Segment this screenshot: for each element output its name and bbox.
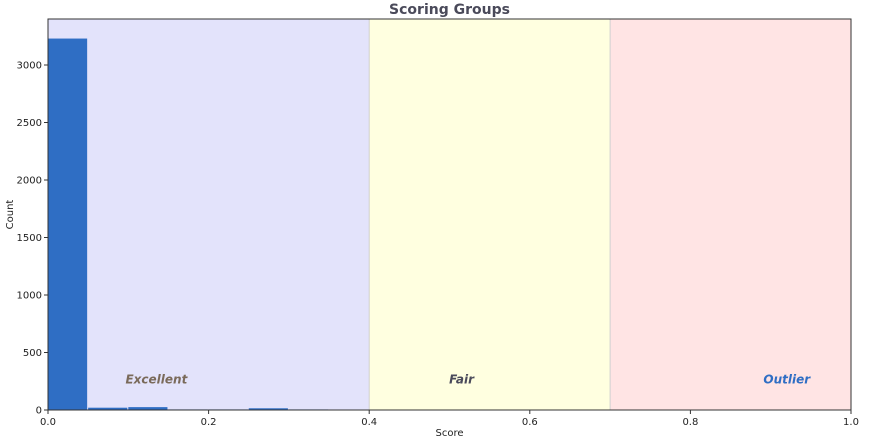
plot-frame	[47, 18, 852, 411]
histogram-bar	[128, 407, 168, 410]
x-tick-label: 0.2	[201, 417, 217, 428]
y-tick-label: 2000	[17, 176, 42, 187]
x-axis-label: Score	[435, 428, 463, 439]
histogram-bar	[88, 407, 128, 410]
chart-title: Scoring Groups	[389, 2, 510, 18]
zone-outlier	[610, 19, 851, 410]
y-tick-label: 500	[23, 348, 42, 359]
zones-layer	[48, 19, 851, 410]
y-tick-label: 3000	[17, 61, 42, 72]
x-tick-label: 0.6	[522, 417, 538, 428]
y-tick-label: 0	[36, 406, 42, 417]
x-axis: 0.0 0.2 0.4 0.6 0.8 1.0	[40, 410, 859, 428]
y-tick-label: 1000	[17, 291, 42, 302]
zone-labels: Excellent Fair Outlier	[125, 373, 811, 387]
zone-fair	[369, 19, 611, 410]
zone-label-outlier: Outlier	[763, 373, 811, 387]
y-axis-label: Count	[5, 200, 16, 230]
zone-label-fair: Fair	[449, 373, 475, 387]
x-tick-label: 0.0	[40, 417, 56, 428]
y-axis: 0 500 1000 1500 2000 2500 3000	[17, 61, 48, 417]
x-tick-label: 0.4	[361, 417, 377, 428]
y-tick-label: 1500	[17, 233, 42, 244]
x-tick-label: 0.8	[682, 417, 698, 428]
zone-excellent	[48, 19, 370, 410]
zone-label-excellent: Excellent	[125, 373, 188, 387]
y-tick-label: 2500	[17, 118, 42, 129]
histogram-bar	[248, 408, 288, 410]
x-tick-label: 1.0	[843, 417, 859, 428]
histogram-bar	[48, 38, 88, 411]
bars-layer	[48, 38, 329, 411]
